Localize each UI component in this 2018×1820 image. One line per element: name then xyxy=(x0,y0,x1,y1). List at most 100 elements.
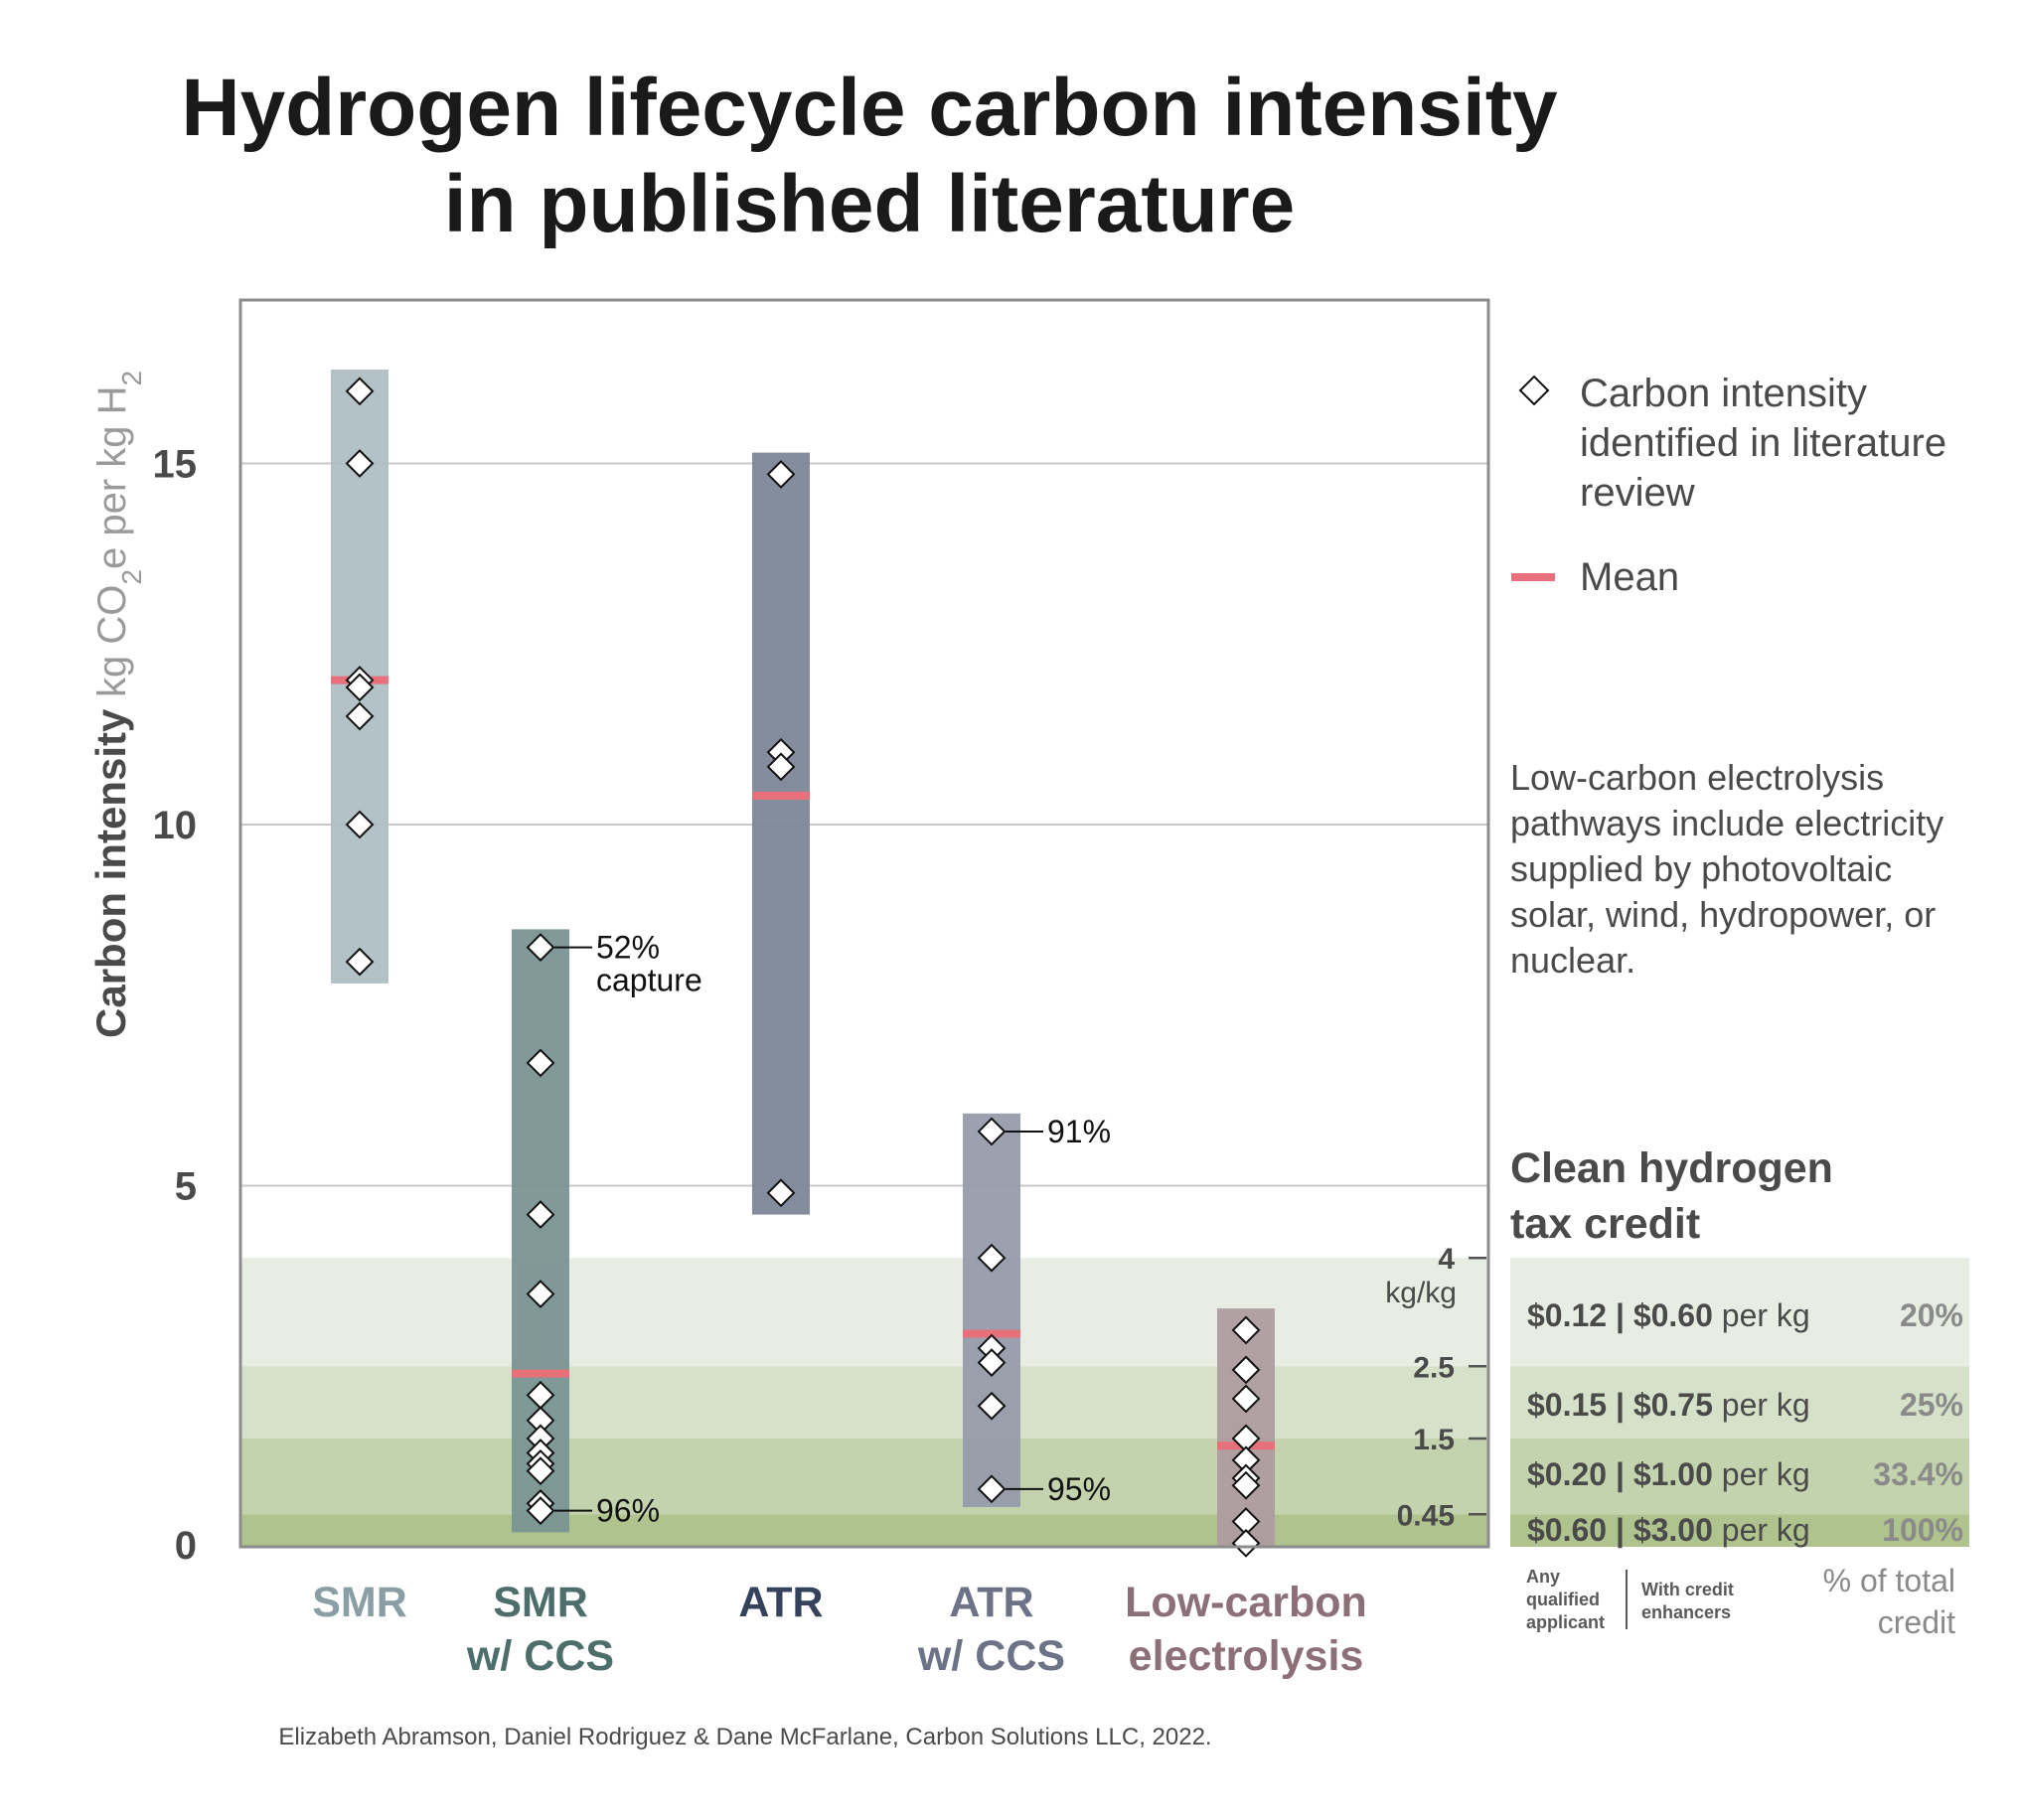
credit-row-tier-4: $0.60 | $3.00 per kg 100% xyxy=(1510,1510,1969,1550)
credit-values: $0.20 | $1.00 per kg xyxy=(1527,1456,1810,1492)
credit-percent: 25% xyxy=(1899,1387,1963,1423)
tax-credit-title: Clean hydrogen tax credit xyxy=(1510,1140,1987,1252)
data-point xyxy=(766,752,796,782)
data-point xyxy=(526,1496,555,1526)
annotation-label: capture xyxy=(596,963,702,998)
annotation-label: 95% xyxy=(1047,1471,1111,1507)
credit-band-panel xyxy=(1510,1366,1969,1439)
footer-percent-of-total: % of total credit xyxy=(1822,1563,1955,1640)
mean-marker xyxy=(512,1369,569,1378)
data-point xyxy=(1231,1315,1261,1345)
footer-any-applicant: Any qualified applicant xyxy=(1526,1567,1606,1632)
category-label: w/ CCS xyxy=(466,1632,614,1680)
credit-values: $0.15 | $0.75 per kg xyxy=(1527,1387,1810,1423)
data-point xyxy=(977,1243,1007,1273)
capture-annotations: 52%capture 96% 91% 95% xyxy=(554,930,1111,1529)
y-tick-label: 0 xyxy=(175,1524,197,1568)
annotation-label: 96% xyxy=(596,1493,660,1529)
data-point xyxy=(526,1048,555,1078)
data-point xyxy=(977,1117,1007,1146)
threshold-axis: 4 2.5 1.5 0.45 kg/kg xyxy=(1385,1243,1486,1532)
chart-title-line-2: in published literature xyxy=(443,159,1296,249)
annotation-label: 52% xyxy=(596,930,660,966)
data-point xyxy=(345,377,375,406)
tax-credit-bands xyxy=(240,1258,1969,1547)
data-point xyxy=(526,933,555,963)
y-tick-label: 5 xyxy=(175,1165,197,1209)
credit-percent: 100% xyxy=(1882,1512,1963,1548)
x-axis: SMR SMR w/ CCS ATR ATR w/ CCS Low-carbon electr… xyxy=(312,1579,1367,1680)
tax-credit-title-line-2: tax credit xyxy=(1510,1200,1701,1248)
footer-divider xyxy=(1626,1570,1628,1629)
tax-credit-title-line-1: Clean hydrogen xyxy=(1510,1144,1833,1192)
category-label: SMR xyxy=(493,1579,588,1626)
threshold-label: 0.45 xyxy=(1397,1499,1455,1532)
category-label: Low-carbon xyxy=(1125,1579,1367,1626)
legend-carbon-intensity-label: Carbon intensity identified in literatur… xyxy=(1580,372,1947,515)
legend-diamond-icon xyxy=(1518,375,1550,406)
legend-markers xyxy=(1511,375,1555,581)
data-point xyxy=(1231,1355,1261,1385)
plot-frame xyxy=(238,298,1490,1549)
data-point xyxy=(526,1200,555,1229)
credit-row-tier-2: $0.15 | $0.75 per kg 25% xyxy=(1510,1385,1969,1425)
data-point xyxy=(345,673,375,702)
data-points xyxy=(345,377,1261,1558)
data-point xyxy=(526,1280,555,1308)
range-bar xyxy=(752,452,810,1215)
y-tick-label: 15 xyxy=(153,443,198,487)
data-point xyxy=(977,1474,1007,1504)
credit-percent: 20% xyxy=(1899,1297,1963,1333)
threshold-label: 2.5 xyxy=(1413,1351,1455,1384)
annotation-label: 91% xyxy=(1047,1114,1111,1149)
threshold-label: 1.5 xyxy=(1413,1424,1455,1456)
data-point xyxy=(345,449,375,478)
data-point xyxy=(766,1178,796,1208)
credit-band-panel xyxy=(1510,1514,1969,1547)
gridlines xyxy=(240,462,1488,1187)
credit-percent: 33.4% xyxy=(1873,1456,1963,1492)
credit-band xyxy=(240,1514,1488,1547)
range-bar xyxy=(963,1113,1020,1508)
data-point xyxy=(345,701,375,731)
data-point xyxy=(766,459,796,489)
credit-band-panel xyxy=(1510,1438,1969,1515)
data-point xyxy=(345,810,375,839)
credit-row-tier-3: $0.20 | $1.00 per kg 33.4% xyxy=(1510,1454,1969,1494)
credit-values: $0.60 | $3.00 per kg xyxy=(1527,1512,1810,1548)
mean-marker xyxy=(752,791,810,800)
category-label: ATR xyxy=(738,1579,823,1626)
data-point xyxy=(977,1348,1007,1378)
citation: Elizabeth Abramson, Daniel Rodriguez & D… xyxy=(278,1724,1212,1750)
chart-title-line-1: Hydrogen lifecycle carbon intensity xyxy=(181,63,1558,153)
data-point xyxy=(345,947,375,977)
threshold-label: 4 xyxy=(1438,1243,1455,1276)
electrolysis-note: Low-carbon electrolysis pathways include… xyxy=(1510,757,1944,981)
data-point xyxy=(1231,1384,1261,1414)
chart-title: Hydrogen lifecycle carbon intensity in p… xyxy=(60,60,1679,252)
credit-band xyxy=(240,1366,1488,1439)
credit-band xyxy=(240,1438,1488,1515)
category-label: w/ CCS xyxy=(917,1632,1065,1680)
data-point xyxy=(977,1391,1007,1421)
mean-marker xyxy=(963,1329,1020,1338)
legend-mean-label: Mean xyxy=(1580,555,1680,599)
credit-values: $0.12 | $0.60 per kg xyxy=(1527,1297,1810,1333)
legend-mean-swatch xyxy=(1511,573,1555,581)
threshold-unit: kg/kg xyxy=(1385,1277,1457,1309)
category-label: ATR xyxy=(949,1579,1033,1626)
data-point xyxy=(1231,1470,1261,1500)
y-tick-label: 10 xyxy=(153,804,198,847)
y-axis-label: Carbon intensity kg CO2e per kg H2 xyxy=(87,371,147,1038)
data-point xyxy=(1231,1528,1261,1558)
credit-band xyxy=(240,1258,1488,1367)
category-label: SMR xyxy=(312,1579,407,1626)
footer-with-enhancers: With credit enhancers xyxy=(1641,1580,1734,1622)
credit-band-panel xyxy=(1510,1258,1969,1367)
credit-row-tier-1: $0.12 | $0.60 per kg 20% xyxy=(1510,1295,1969,1335)
range-bars xyxy=(331,369,1275,1547)
data-point xyxy=(526,1456,555,1486)
category-label: electrolysis xyxy=(1129,1632,1364,1680)
